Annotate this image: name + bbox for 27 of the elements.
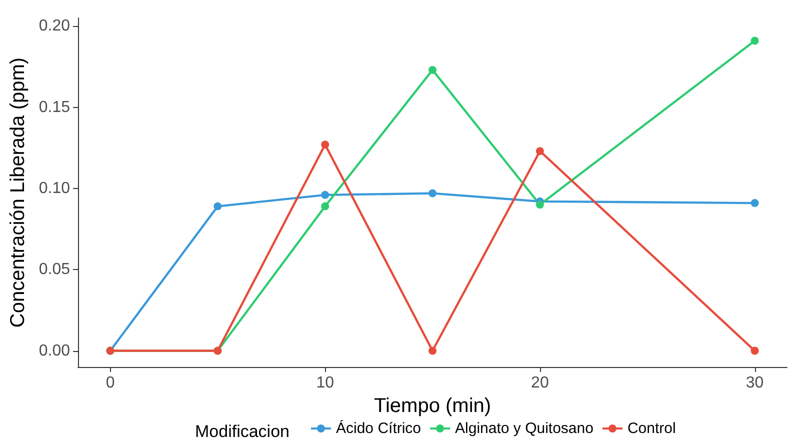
legend-label: Ácido Cítrico [336, 419, 422, 437]
x-axis-title: Tiempo (min) [374, 394, 492, 417]
point [750, 346, 759, 355]
point [321, 202, 330, 210]
point [536, 147, 544, 156]
x-tick-label: 0 [106, 374, 115, 392]
y-tick-label: 0.00 [38, 342, 70, 360]
x-tick-label: 30 [746, 374, 764, 392]
y-tick-label: 0.20 [38, 18, 70, 35]
y-tick-label: 0.10 [38, 180, 70, 197]
x-tick-label: 10 [316, 374, 334, 392]
y-tick-label: 0.15 [38, 98, 70, 116]
legend-label: Control [627, 420, 676, 437]
y-axis-title: Concentración Liberada (ppm) [7, 57, 29, 328]
y-tick-label: 0.05 [38, 261, 70, 278]
point [750, 199, 759, 208]
point [428, 66, 437, 74]
point [321, 140, 330, 149]
point [214, 202, 222, 210]
point [321, 190, 330, 199]
point [536, 200, 544, 209]
legend-title: Modificacion [195, 422, 290, 441]
point [428, 189, 437, 198]
point [428, 346, 437, 355]
point [750, 36, 759, 45]
x-tick-label: 20 [531, 374, 549, 392]
legend-label: Alginato y Quitosano [455, 420, 594, 437]
